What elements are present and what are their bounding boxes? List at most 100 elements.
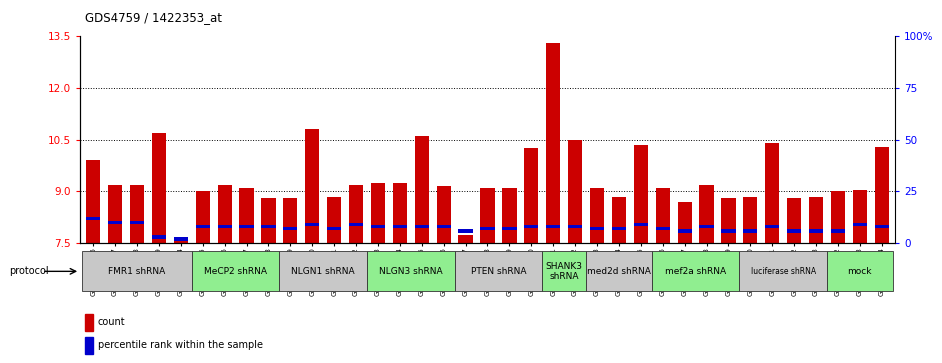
Bar [502,188,516,243]
Text: protocol: protocol [9,266,49,276]
Bar [108,185,122,243]
Bar [284,227,298,231]
Bar [82,251,192,291]
Bar [656,227,670,231]
Text: FMR1 shRNA: FMR1 shRNA [108,267,166,276]
Bar [414,225,429,228]
Bar [853,223,867,226]
Bar [546,43,560,243]
Bar [436,225,451,228]
Bar [809,197,823,243]
Bar [173,240,188,243]
Bar [371,225,385,228]
Text: count: count [98,317,125,327]
Bar [436,186,451,243]
Bar [480,188,495,243]
Text: mef2a shRNA: mef2a shRNA [665,267,726,276]
Bar [196,192,210,243]
Bar [85,314,93,331]
Bar [218,185,232,243]
Bar [108,221,122,224]
Bar [543,251,586,291]
Bar [414,136,429,243]
Bar [787,198,802,243]
Bar [722,198,736,243]
Bar [393,225,407,228]
Bar [677,202,691,243]
Bar [656,188,670,243]
Bar [280,251,367,291]
Bar [524,148,539,243]
Bar [86,160,101,243]
Text: mock: mock [848,267,872,276]
Bar [196,225,210,228]
Bar [130,221,144,224]
Bar [261,198,276,243]
Bar [371,183,385,243]
Text: PTEN shRNA: PTEN shRNA [471,267,527,276]
Bar [765,143,779,243]
Bar [809,229,823,233]
Bar [634,145,648,243]
Bar [765,225,779,228]
Bar [152,235,166,239]
Text: MeCP2 shRNA: MeCP2 shRNA [204,267,268,276]
Bar [634,223,648,226]
Bar [261,225,276,228]
Text: GDS4759 / 1422353_at: GDS4759 / 1422353_at [85,11,221,24]
Text: luciferase shRNA: luciferase shRNA [751,267,816,276]
Bar [699,185,714,243]
Bar [831,192,845,243]
Bar [652,251,739,291]
Bar [327,227,341,231]
Bar [568,225,582,228]
Bar [722,229,736,233]
Bar [86,217,101,220]
Bar [586,251,652,291]
Bar [218,225,232,228]
Bar [524,225,539,228]
Bar [874,225,889,228]
Bar [699,225,714,228]
Bar [455,251,543,291]
Bar [568,140,582,243]
Text: SHANK3
shRNA: SHANK3 shRNA [545,262,583,281]
Bar [173,237,188,241]
Bar [284,198,298,243]
Bar [611,227,626,231]
Bar [85,337,93,354]
Bar [349,185,364,243]
Bar [327,197,341,243]
Bar [590,227,604,231]
Bar [367,251,455,291]
Bar [831,229,845,233]
Bar [459,234,473,243]
Bar [305,129,319,243]
Bar [305,223,319,226]
Bar [677,229,691,233]
Bar [827,251,893,291]
Bar [874,147,889,243]
Bar [502,227,516,231]
Text: NLGN3 shRNA: NLGN3 shRNA [379,267,443,276]
Text: med2d shRNA: med2d shRNA [587,267,651,276]
Bar [853,190,867,243]
Bar [130,185,144,243]
Bar [787,229,802,233]
Bar [743,229,757,233]
Bar [459,229,473,233]
Bar [393,183,407,243]
Bar [192,251,280,291]
Bar [739,251,827,291]
Bar [239,188,253,243]
Bar [590,188,604,243]
Bar [349,223,364,226]
Bar [239,225,253,228]
Bar [743,197,757,243]
Bar [152,133,166,243]
Text: percentile rank within the sample: percentile rank within the sample [98,340,263,350]
Text: NLGN1 shRNA: NLGN1 shRNA [291,267,355,276]
Bar [480,227,495,231]
Bar [546,225,560,228]
Bar [611,197,626,243]
